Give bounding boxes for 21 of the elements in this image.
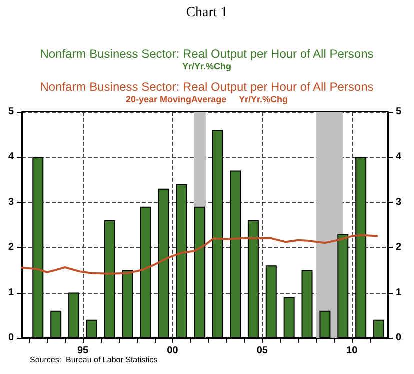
y-tick-label: 1	[8, 287, 14, 298]
y-tick-label: 3	[8, 196, 14, 208]
y2-tick-label: 0	[396, 332, 402, 344]
y2-tick-label: 4	[396, 152, 402, 163]
chart-title: Chart 1	[186, 6, 228, 20]
y-tick-label: 2	[8, 242, 14, 254]
y-tick-label: 0	[8, 332, 14, 344]
y2-tick-label: 5	[396, 106, 402, 118]
source-note: Sources: Bureau of Labor Statistics	[30, 356, 158, 364]
y2-tick-label: 3	[396, 196, 402, 208]
line-series	[21, 234, 378, 275]
x-tick-label: 05	[256, 346, 268, 356]
text: Nonfarm Business Sector: Real Output per Hour of All Persons Yr/Yr.%Chg	[40, 47, 374, 72]
x-tick-label: 95	[77, 346, 89, 356]
y2-tick-label: 2	[396, 242, 402, 254]
text: Nonfarm Business Sector: Real Output per Hour of All Persons 20-year MovingAverage Yr/Yr.%Chg	[40, 80, 374, 104]
y2-tick-label: 1	[396, 287, 402, 298]
y-tick-label: 4	[8, 152, 14, 163]
y-tick-label: 5	[8, 106, 14, 118]
x-tick-label: 00	[167, 346, 179, 356]
x-tick-label: 10	[346, 346, 358, 356]
